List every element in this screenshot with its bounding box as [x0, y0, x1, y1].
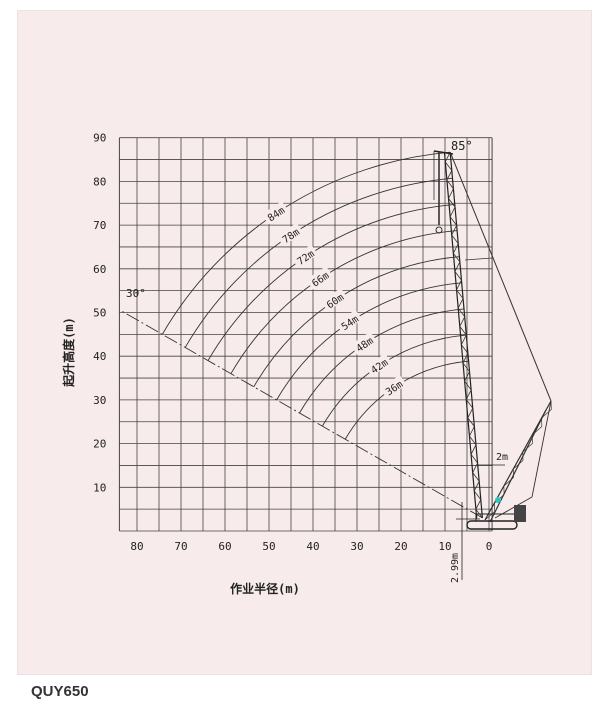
y-tick-label: 90 [93, 132, 106, 145]
y-tick-label: 50 [93, 307, 106, 320]
mast-chord [489, 409, 547, 523]
diagram-panel [17, 10, 592, 675]
x-tick-label: 20 [394, 540, 407, 553]
boom-chord [443, 152, 478, 519]
y-tick-label: 70 [93, 219, 106, 232]
label-background [306, 266, 333, 290]
label-background [335, 309, 363, 334]
y-tick-label: 60 [93, 263, 106, 276]
min-angle-line [119, 309, 483, 519]
x-tick-label: 30 [350, 540, 363, 553]
x-tick-label: 0 [486, 540, 493, 553]
boom-pendant [449, 152, 552, 402]
boom-length-arc [161, 151, 451, 335]
y-tick-label: 80 [93, 175, 106, 188]
offset-dimension-label: 2m [496, 452, 508, 463]
label-background [320, 288, 348, 312]
x-tick-label: 70 [174, 540, 187, 553]
label-background [291, 244, 318, 268]
max-angle-label: 85° [451, 139, 473, 153]
x-tick-label: 40 [306, 540, 319, 553]
y-tick-label: 40 [93, 350, 106, 363]
boom-tip-sheave [433, 150, 454, 155]
x-tick-label: 80 [130, 540, 143, 553]
y-tick-label: 20 [93, 438, 106, 451]
label-background [276, 222, 304, 247]
hook-icon [435, 226, 443, 234]
pivot-height-label: 2.99m [450, 553, 461, 583]
counterweight [514, 505, 526, 522]
x-axis-label: 作业半径(m) [230, 581, 300, 596]
x-tick-label: 50 [262, 540, 275, 553]
label-background [261, 201, 289, 225]
min-angle-label: 30° [126, 287, 146, 300]
model-caption: QUY650 [31, 683, 89, 700]
strut-line [464, 257, 493, 261]
y-axis-label: 起升高度(m) [61, 317, 76, 388]
y-tick-label: 10 [93, 481, 106, 494]
x-tick-label: 10 [438, 540, 451, 553]
backstay [531, 400, 552, 498]
winch-marker [495, 497, 501, 503]
label-background [379, 374, 407, 399]
label-background [350, 331, 378, 355]
label-background [365, 353, 392, 377]
x-tick-label: 60 [218, 540, 231, 553]
y-tick-label: 30 [93, 394, 106, 407]
boom-lattice [444, 152, 483, 519]
boom-length-arc [207, 203, 455, 361]
